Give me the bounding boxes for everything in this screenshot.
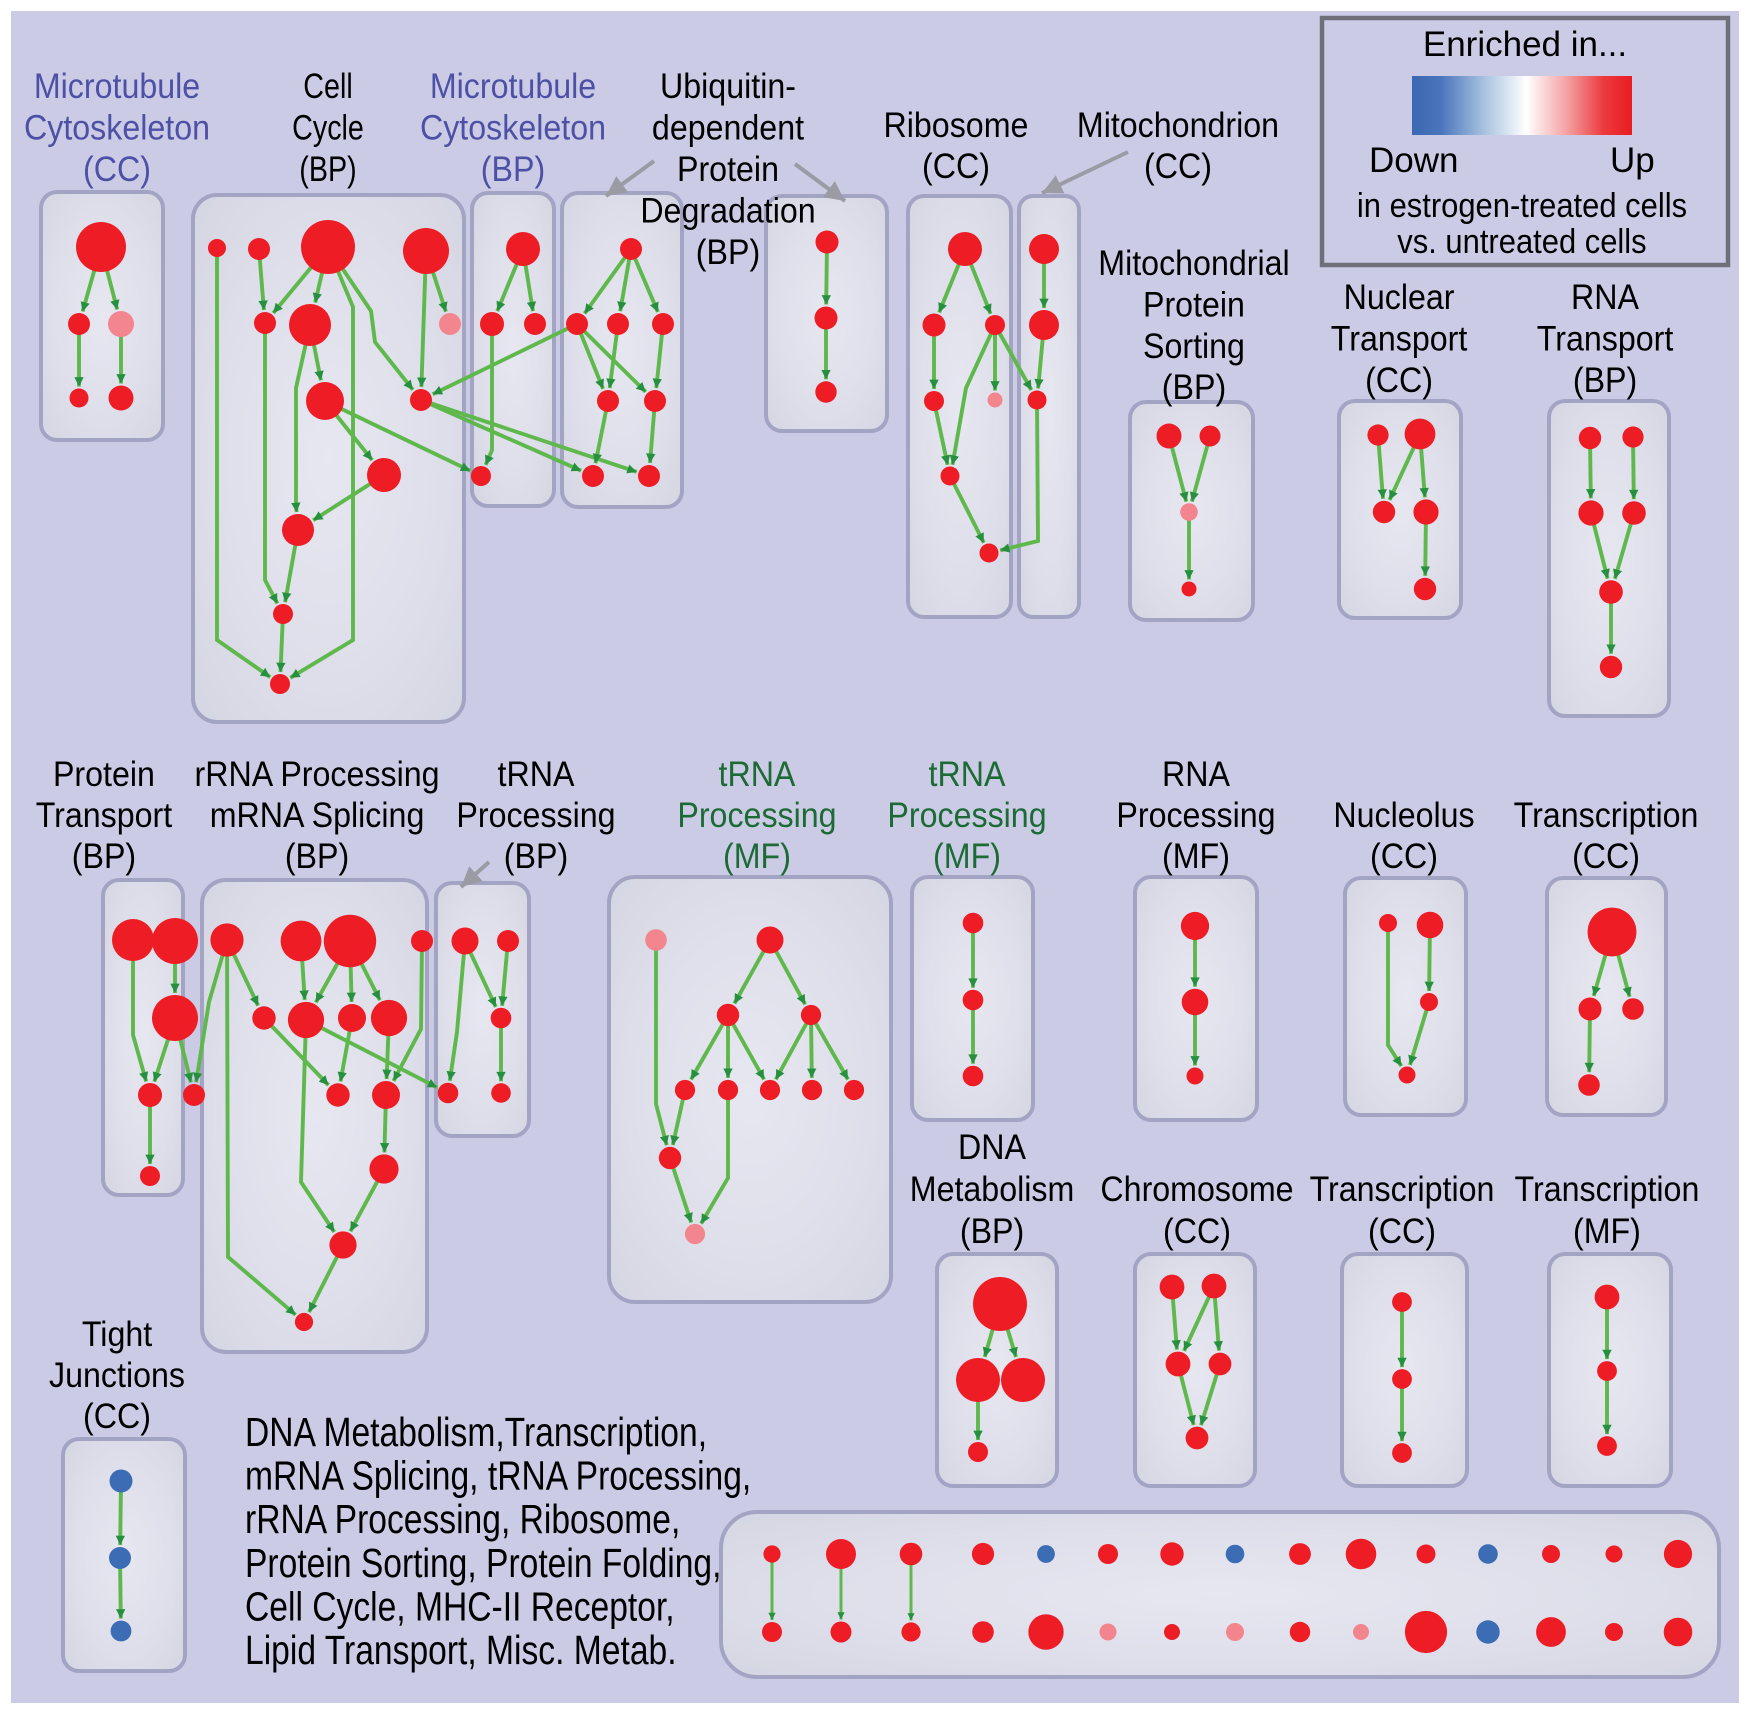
svg-text:Protein: Protein (53, 756, 155, 795)
svg-text:(CC): (CC) (83, 151, 151, 190)
svg-text:Degradation: Degradation (640, 192, 815, 231)
svg-text:(CC): (CC) (922, 148, 990, 187)
svg-text:(MF): (MF) (933, 838, 1001, 877)
svg-text:(BP): (BP) (285, 838, 349, 877)
svg-text:tRNA: tRNA (498, 756, 575, 795)
svg-text:(BP): (BP) (72, 838, 136, 877)
svg-text:Metabolism: Metabolism (910, 1171, 1075, 1210)
svg-text:RNA: RNA (1162, 756, 1231, 795)
svg-text:Sorting: Sorting (1143, 328, 1245, 367)
svg-text:Transcription: Transcription (1310, 1171, 1495, 1210)
svg-text:DNA Metabolism,Transcription,: DNA Metabolism,Transcription, (245, 1409, 707, 1455)
svg-text:dependent: dependent (652, 109, 805, 148)
svg-text:Transport: Transport (1537, 320, 1674, 359)
svg-text:Processing: Processing (677, 797, 836, 836)
svg-text:Transcription: Transcription (1514, 797, 1699, 836)
svg-text:(CC): (CC) (1572, 838, 1640, 877)
svg-text:Enriched in...: Enriched in... (1423, 25, 1627, 64)
svg-text:(BP): (BP) (504, 838, 568, 877)
svg-text:Mitochondrion: Mitochondrion (1077, 107, 1279, 146)
svg-text:rRNA Processing: rRNA Processing (195, 756, 440, 795)
svg-text:Cytoskeleton: Cytoskeleton (24, 109, 210, 148)
svg-text:Junctions: Junctions (49, 1357, 185, 1396)
svg-text:tRNA: tRNA (929, 756, 1006, 795)
svg-text:(BP): (BP) (1573, 362, 1637, 401)
svg-text:Tight: Tight (82, 1316, 153, 1355)
svg-text:vs. untreated cells: vs. untreated cells (1397, 223, 1646, 261)
svg-text:rRNA Processing, Ribosome,: rRNA Processing, Ribosome, (245, 1496, 680, 1542)
svg-text:Protein Sorting, Protein Foldi: Protein Sorting, Protein Folding, (245, 1540, 721, 1586)
svg-text:Mitochondrial: Mitochondrial (1098, 245, 1289, 284)
svg-text:Cell Cycle, MHC-II Receptor,: Cell Cycle, MHC-II Receptor, (245, 1583, 675, 1629)
svg-text:(BP): (BP) (481, 151, 545, 190)
svg-text:(CC): (CC) (83, 1398, 151, 1437)
svg-text:Processing: Processing (1116, 797, 1275, 836)
svg-text:(BP): (BP) (696, 234, 760, 273)
svg-text:(MF): (MF) (1573, 1213, 1641, 1252)
svg-text:Protein: Protein (677, 151, 779, 190)
svg-text:(CC): (CC) (1365, 362, 1433, 401)
svg-text:Cytoskeleton: Cytoskeleton (420, 109, 606, 148)
svg-text:Transport: Transport (1331, 320, 1468, 359)
svg-text:Ubiquitin-: Ubiquitin- (660, 68, 796, 107)
svg-text:RNA: RNA (1571, 279, 1640, 318)
svg-text:in estrogen-treated cells: in estrogen-treated cells (1357, 187, 1687, 225)
svg-text:Cycle: Cycle (292, 108, 364, 147)
svg-text:(MF): (MF) (1162, 838, 1230, 877)
svg-text:mRNA Splicing: mRNA Splicing (210, 797, 425, 836)
svg-text:mRNA Splicing, tRNA Processing: mRNA Splicing, tRNA Processing, (245, 1452, 751, 1498)
svg-text:(BP): (BP) (299, 149, 356, 188)
svg-text:Ribosome: Ribosome (884, 107, 1029, 146)
svg-text:Nucleolus: Nucleolus (1333, 797, 1474, 836)
svg-text:Nuclear: Nuclear (1344, 279, 1455, 318)
svg-text:Microtubule: Microtubule (430, 68, 596, 107)
svg-text:(CC): (CC) (1370, 838, 1438, 877)
svg-text:Processing: Processing (887, 797, 1046, 836)
svg-text:Microtubule: Microtubule (34, 68, 200, 107)
svg-text:DNA: DNA (958, 1129, 1027, 1168)
svg-text:Transcription: Transcription (1515, 1171, 1700, 1210)
svg-text:Chromosome: Chromosome (1100, 1171, 1293, 1210)
svg-text:(BP): (BP) (1162, 369, 1226, 408)
svg-text:(MF): (MF) (723, 838, 791, 877)
svg-text:Cell: Cell (303, 66, 352, 105)
svg-text:Processing: Processing (456, 797, 615, 836)
svg-text:(CC): (CC) (1144, 148, 1212, 187)
svg-text:Lipid Transport, Misc. Metab.: Lipid Transport, Misc. Metab. (245, 1627, 677, 1673)
svg-text:(CC): (CC) (1163, 1213, 1231, 1252)
svg-text:Up: Up (1610, 141, 1655, 180)
svg-text:tRNA: tRNA (719, 756, 796, 795)
svg-text:(BP): (BP) (960, 1213, 1024, 1252)
svg-text:(CC): (CC) (1368, 1213, 1436, 1252)
svg-text:Down: Down (1369, 141, 1458, 180)
svg-text:Protein: Protein (1143, 286, 1245, 325)
svg-text:Transport: Transport (36, 797, 173, 836)
